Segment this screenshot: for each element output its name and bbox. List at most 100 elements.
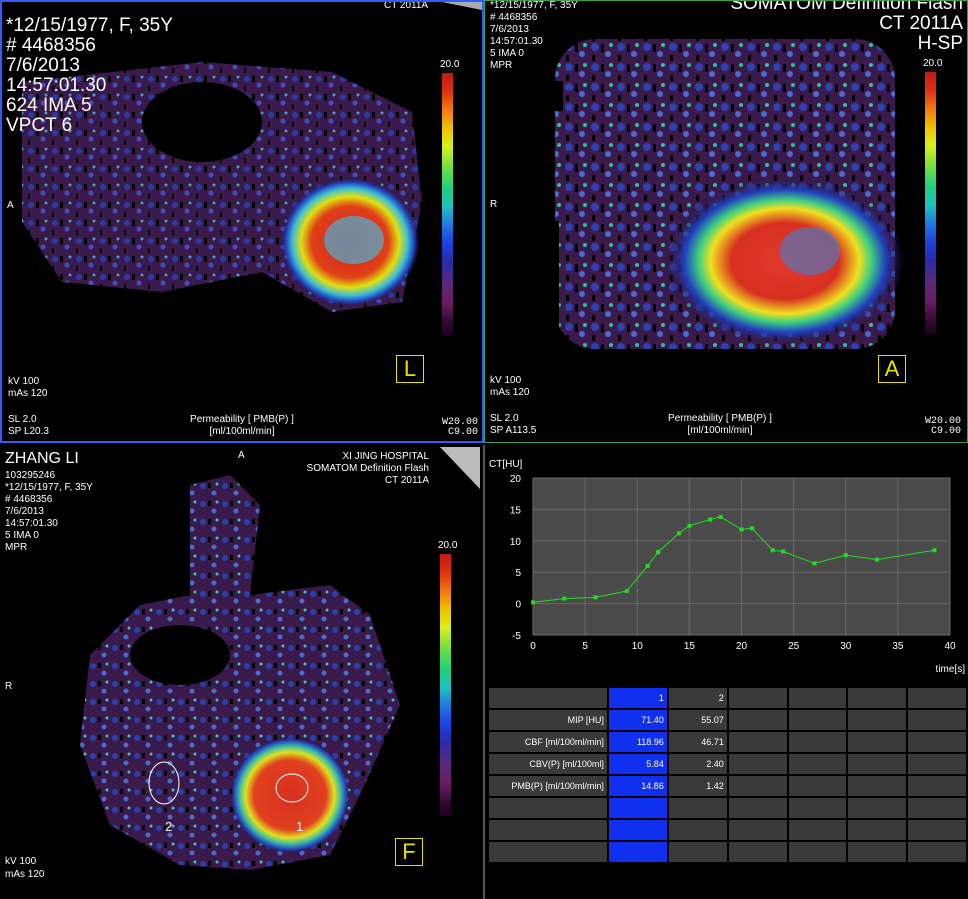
empty-cell [848,842,907,862]
patient-info-line: 7/6/2013 [6,55,80,76]
corner-fold-icon[interactable] [440,447,480,489]
analysis-panel: 0 5 10 15 20 25 30 35 40 -5 0 5 10 15 20 CT[HU] time[s… [484,445,968,899]
corner-fold-icon[interactable] [442,2,482,10]
roi-1-value: 71.40 [608,710,667,730]
data-point [687,523,692,528]
patient-info-line: VPCT 6 [6,115,73,136]
y-tick-label: -5 [512,631,521,642]
time-density-chart-svg: 0 5 10 15 20 25 30 35 40 -5 0 5 10 15 20 CT[HU] time[s… [489,459,965,675]
column-header-roi-1[interactable]: 1 [608,688,667,708]
roi-2-value: 46.71 [668,732,727,752]
perfusion-map-image [22,62,422,312]
empty-cell [788,798,847,818]
row-label: CBV(P) [ml/100ml] [489,754,607,774]
table-corner-cell [489,688,607,708]
scanner-info-line: SOMATOM Definition Flash [306,463,429,474]
data-point [739,527,744,532]
empty-cell [848,776,907,796]
table-row [489,842,966,862]
x-tick-label: 25 [788,641,800,652]
y-tick-label: 5 [515,568,521,579]
patient-info-line: *12/15/1977, F, 35Y [6,15,173,36]
empty-cell [728,776,787,796]
plot-grid [532,477,951,636]
roi-2-value: 2.40 [668,754,727,774]
patient-info-line: # 4468356 [6,35,96,56]
y-tick-label: 10 [510,537,522,548]
roi-1-outline[interactable] [275,773,309,803]
x-tick-label: 20 [736,641,748,652]
empty-cell [788,754,847,774]
data-point [676,531,681,536]
patient-name: ZHANG LI [5,450,79,467]
data-point [781,549,786,554]
empty-cell [908,820,966,840]
orientation-top-label: A [238,450,245,461]
empty-cell [728,798,787,818]
viewport-axial[interactable]: ZHANG LI 103295246 *12/15/1977, F, 35Y #… [0,445,484,899]
row-label: MIP [HU] [489,710,607,730]
empty-cell [728,842,787,862]
roi-2-value: 55.07 [668,710,727,730]
empty-cell [788,820,847,840]
scanner-info: SOMATOM Definition Flash CT 2011A H-SP [730,1,963,54]
data-point [708,517,713,522]
patient-info-line: # 4468356 [490,12,538,23]
scanner-info-line: H-SP [917,33,963,54]
data-point [624,589,629,594]
window-center: C9.00 [447,427,478,438]
column-header-roi-2[interactable]: 2 [668,688,727,708]
table-row [489,798,966,818]
row-label: CBF [ml/100ml/min] [489,732,607,752]
empty-cell [848,732,907,752]
time-density-chart[interactable]: 0 5 10 15 20 25 30 35 40 -5 0 5 10 15 20 CT[HU] time[s… [485,445,968,682]
orientation-marker: L [396,355,424,383]
roi-1-label: 1 [296,819,304,834]
empty-cell [608,798,667,818]
scanner-info-line: CT 2011A [879,13,963,34]
parameter-unit: [ml/100ml/min] [209,426,275,437]
patient-info-line: 7/6/2013 [490,24,529,35]
y-tick-label: 0 [515,600,521,611]
color-scale-max: 20.0 [923,58,943,69]
empty-cell [668,842,727,862]
empty-cell [728,754,787,774]
patient-info-line: 14:57:01.30 [490,36,543,47]
data-point [875,557,880,562]
table-row: MIP [HU] 71.40 55.07 [489,710,966,730]
orientation-marker: F [395,838,423,866]
empty-cell [668,820,727,840]
empty-cell [788,776,847,796]
series-line [532,516,935,603]
empty-cell [608,820,667,840]
patient-info: 103295246 *12/15/1977, F, 35Y # 4468356 … [5,470,93,554]
empty-cell [728,732,787,752]
patient-info: *12/15/1977, F, 35Y # 4468356 7/6/2013 1… [6,16,173,136]
empty-cell [908,688,966,708]
patient-info-line: 103295246 [5,470,56,481]
viewport-coronal[interactable]: *12/15/1977, F, 35Y # 4468356 7/6/2013 1… [484,0,968,443]
empty-cell [908,732,966,752]
window-width: W20.00 [441,417,478,428]
scanner-model: CT 2011A [384,0,429,11]
empty-cell [608,842,667,862]
empty-cell [489,798,607,818]
roi-results-table: 1 2 MIP [HU] 71.40 55.07 CBF [ml/100ml/m… [487,686,968,864]
window-center: C9.00 [930,426,961,437]
kv-label: kV 100 [5,856,37,867]
x-tick-label: 5 [582,641,588,652]
mas-label: mAs 120 [490,387,530,398]
slice-thickness: SL 2.0 [8,414,37,425]
empty-cell [788,710,847,730]
roi-2-label: 2 [165,819,173,834]
data-point [812,561,817,566]
roi-2-outline[interactable] [148,761,180,805]
x-tick-label: 30 [840,641,852,652]
empty-cell [908,754,966,774]
slice-thickness: SL 2.0 [490,413,519,424]
patient-info-line: MPR [490,60,513,71]
scanner-info-line: XI JING HOSPITAL [342,451,430,462]
empty-cell [788,688,847,708]
empty-cell [908,710,966,730]
viewport-sagittal[interactable]: *12/15/1977, F, 35Y # 4468356 7/6/2013 1… [0,0,484,443]
